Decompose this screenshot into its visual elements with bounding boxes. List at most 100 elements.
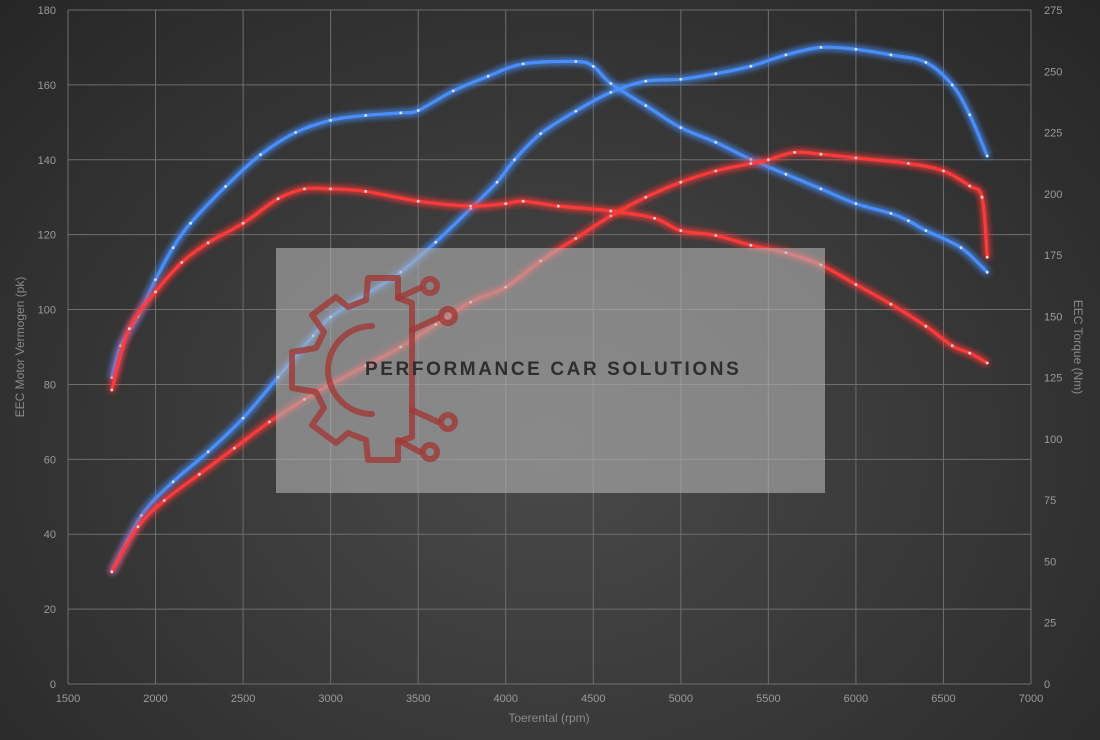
x-tick-label: 1500 [56,693,80,705]
data-point [486,74,490,78]
data-point [232,446,236,450]
data-point [653,216,656,220]
x-tick-label: 3500 [406,693,430,705]
data-point [591,65,595,68]
data-point [819,46,823,49]
data-point [609,214,613,218]
data-point [539,132,543,136]
data-point [942,169,945,173]
watermark-text: PERFORMANCE CAR SOLUTIONS [365,359,741,380]
data-point [259,153,262,157]
right-y-tick-label: 150 [1044,311,1062,323]
data-point [609,209,613,213]
right-y-tick-label: 25 [1044,618,1056,630]
data-point [224,185,228,188]
data-point [110,570,114,574]
data-point [276,197,280,201]
data-point [521,199,525,203]
data-point [714,140,718,144]
data-point [889,212,893,215]
right-y-tick-label: 175 [1044,250,1062,262]
left-y-tick-label: 0 [50,679,56,691]
data-point [303,187,306,191]
data-point [950,83,954,87]
data-point [985,361,989,365]
right-y-tick-label: 125 [1044,373,1062,385]
series-group [110,186,989,392]
data-point [679,126,683,129]
data-point [171,246,175,250]
data-point [907,162,910,165]
data-point [294,131,297,134]
data-point [767,158,770,162]
data-point [180,261,184,264]
data-point [980,195,984,199]
data-point [854,47,858,51]
data-point [924,61,928,64]
data-point [127,327,131,330]
data-point [749,64,753,68]
data-point [924,229,928,233]
data-point [924,324,928,328]
series-group [110,59,989,380]
data-point [556,204,560,208]
data-point [714,72,718,76]
right-y-tick-label: 275 [1044,5,1062,17]
data-point [959,246,963,250]
data-point [140,514,143,517]
data-point [268,420,271,424]
data-point [985,255,989,259]
data-point [469,207,473,210]
data-point [574,237,578,240]
data-point [206,241,210,245]
data-point [171,480,175,484]
right-y-axis-title: EEC Torque (Nm) [1071,300,1085,394]
data-point [679,229,683,233]
right-y-tick-label: 100 [1044,434,1062,446]
data-point [329,118,332,122]
data-point [241,221,245,225]
x-tick-label: 7000 [1019,693,1043,705]
data-point [968,184,972,188]
x-tick-label: 2000 [143,693,167,705]
data-point [399,111,403,115]
x-tick-label: 6500 [931,693,955,705]
x-tick-label: 5000 [669,693,693,705]
data-point [985,270,989,274]
x-axis-title: Toerental (rpm) [508,711,589,725]
watermark: PERFORMANCE CAR SOLUTIONS [276,248,825,493]
data-point [364,114,368,117]
data-point [154,278,157,281]
data-point [162,499,166,502]
data-point [119,344,122,348]
data-point [714,234,718,237]
data-point [416,109,420,112]
data-point [451,89,455,93]
data-point [749,162,753,165]
data-point [714,169,718,173]
data-point [521,62,525,66]
data-point [197,472,201,476]
data-point [495,180,499,184]
series-line [110,186,989,392]
data-point [110,388,114,392]
left-y-tick-label: 180 [38,5,56,17]
data-point [854,283,858,286]
data-point [189,221,193,225]
right-y-tick-label: 200 [1044,189,1062,201]
data-point [574,109,578,113]
right-y-tick-label: 0 [1044,679,1050,691]
x-tick-label: 6000 [844,693,868,705]
data-point [749,158,753,161]
data-point [609,91,613,94]
x-tick-labels: 1500 2000 2500 3000 3500 4000 4500 5000 5500 6000… [56,693,1043,705]
left-y-tick-label: 80 [44,379,56,391]
data-point [793,150,796,154]
data-point [154,290,157,294]
data-point [644,104,648,107]
data-point [907,219,910,223]
right-y-tick-label: 50 [1044,556,1056,568]
x-tick-label: 4500 [581,693,605,705]
data-point [889,302,893,306]
